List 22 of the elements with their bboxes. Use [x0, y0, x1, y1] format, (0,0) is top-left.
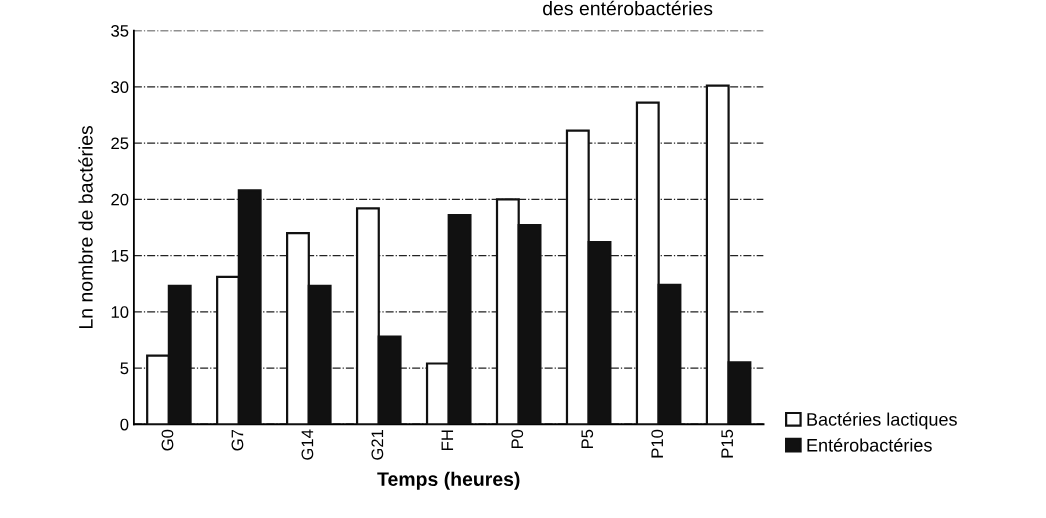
y-tick-label: 5 [120, 362, 129, 375]
x-tick-label: P0 [511, 429, 524, 449]
x-tick-label: G21 [371, 429, 384, 460]
x-axis-title: Temps (heures) [377, 471, 520, 490]
x-tick-label: G7 [231, 429, 244, 451]
chart-title: des entérobactéries [543, 0, 713, 16]
legend-label: Bactéries lactiques [807, 412, 957, 430]
y-tick-label: 15 [111, 250, 129, 262]
y-tick-label: 0 [120, 418, 129, 431]
legend-label: Entérobactéries [807, 438, 932, 452]
y-tick-label: 35 [111, 24, 129, 37]
x-tick-label: G14 [301, 429, 314, 460]
y-tick-label: 30 [111, 81, 129, 94]
x-tick-label: P10 [651, 429, 664, 458]
y-tick-label: 25 [111, 137, 129, 150]
y-tick-label: 20 [111, 193, 129, 206]
x-tick-label: P5 [581, 429, 594, 449]
y-axis-title: Ln nombre de bactéries [78, 125, 93, 328]
y-tick-label: 10 [111, 306, 129, 318]
x-tick-label: P15 [721, 429, 734, 458]
x-tick-label: FH [441, 430, 454, 450]
x-tick-label: G0 [161, 429, 174, 451]
